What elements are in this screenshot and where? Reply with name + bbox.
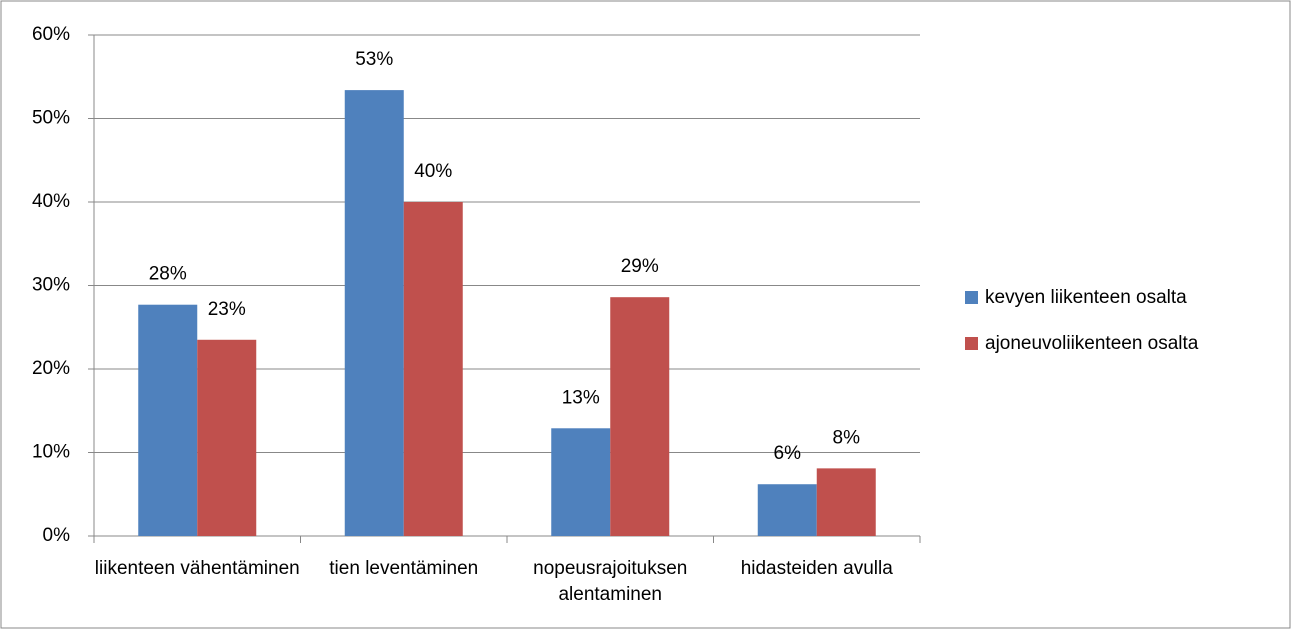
data-label: 8% (833, 427, 861, 448)
y-tick-label: 40% (32, 191, 70, 212)
bar (403, 202, 463, 536)
legend-swatch (965, 291, 978, 304)
data-label: 28% (149, 264, 187, 285)
bar (816, 468, 876, 536)
legend-label: kevyen liikenteen osalta (985, 287, 1187, 308)
y-tick-label: 0% (43, 525, 71, 546)
data-label: 23% (208, 299, 246, 320)
data-label: 53% (355, 49, 393, 70)
bar (757, 484, 817, 536)
data-label: 40% (414, 161, 452, 182)
y-tick-label: 50% (32, 108, 70, 129)
bar (610, 297, 670, 536)
bar (344, 90, 404, 537)
y-tick-label: 10% (32, 442, 70, 463)
bar (197, 339, 257, 536)
x-tick-label: liikenteen vähentäminen (94, 558, 300, 579)
x-tick-label: tien leventäminen (329, 558, 479, 579)
bar (138, 304, 198, 536)
x-tick-label: nopeusrajoituksen alentaminen (533, 558, 688, 605)
data-label: 13% (562, 387, 600, 408)
y-tick-label: 60% (32, 24, 70, 45)
y-tick-label: 30% (32, 275, 70, 296)
bar (551, 428, 611, 536)
x-tick-label: hidasteiden avulla (740, 558, 893, 579)
legend-swatch (965, 337, 978, 350)
data-label: 29% (621, 256, 659, 277)
y-tick-label: 20% (32, 358, 70, 379)
legend-label: ajoneuvoliikenteen osalta (985, 333, 1199, 354)
data-label: 6% (774, 443, 802, 464)
